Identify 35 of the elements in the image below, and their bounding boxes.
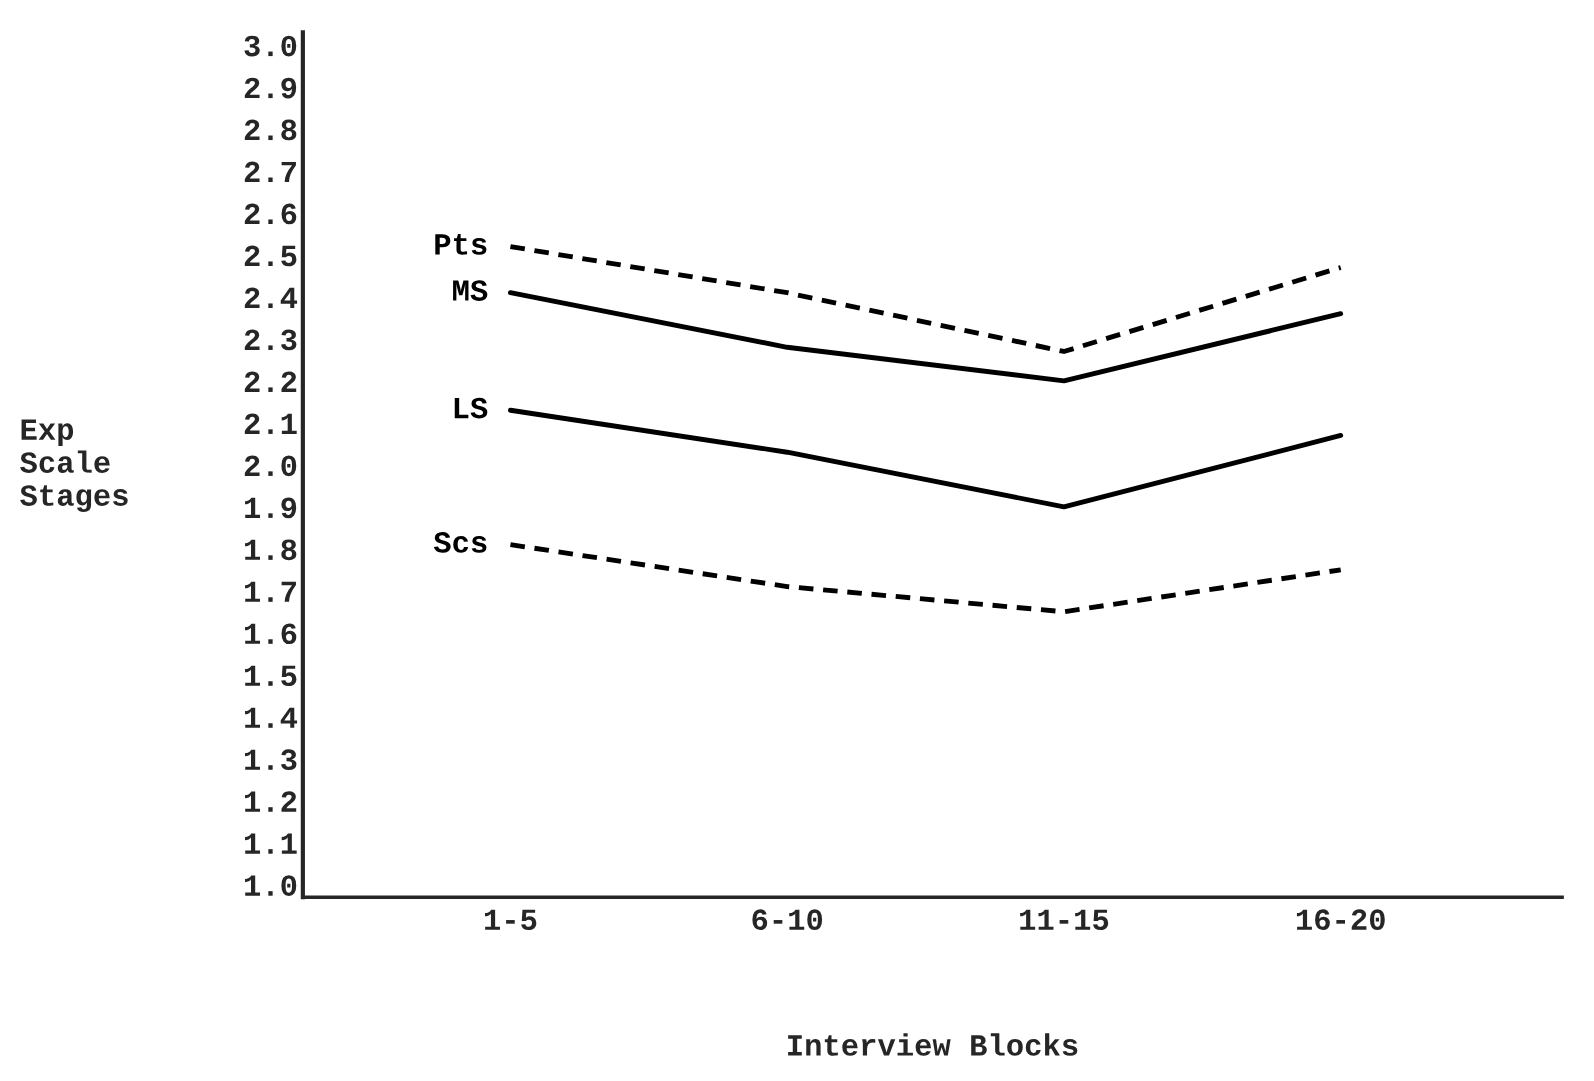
y-tick-label: 1.5: [245, 665, 297, 687]
y-tick-label: 1.8: [245, 539, 297, 561]
y-tick-label: 1.7: [245, 581, 296, 602]
x-axis-title: Interview Blocks: [788, 1033, 1078, 1056]
y-tick-label: 1.9: [245, 497, 297, 519]
y-tick-label: 1.6: [245, 623, 297, 645]
y-tick-label: 2.1: [244, 413, 297, 434]
y-tick-label: 2.0: [244, 455, 297, 477]
y-tick-label: 3.0: [244, 35, 297, 57]
y-tick-label: 2.3: [244, 329, 297, 351]
series-label: LS: [454, 397, 488, 419]
y-tick-label: 2.5: [244, 245, 297, 267]
y-tick-label: 2.8: [244, 119, 297, 141]
line-series: [508, 542, 1344, 615]
line-series: [508, 407, 1344, 510]
y-tick-label: 1.1: [245, 833, 297, 854]
y-tick-label: 2.4: [244, 287, 298, 308]
y-tick-label: 1.4: [245, 707, 298, 728]
line-series: [508, 244, 1344, 354]
y-tick-label: 2.6: [244, 203, 297, 225]
y-tick-label: 2.9: [244, 77, 297, 99]
series-label: MS: [453, 280, 488, 301]
x-tick-label: 6-10: [752, 909, 823, 931]
y-tick-label: 2.2: [244, 371, 297, 392]
x-tick-label: 11-15: [1020, 909, 1109, 931]
line-series: [508, 290, 1344, 384]
y-axis-title: Exp Scale Stages: [20, 419, 128, 513]
y-tick-label: 2.7: [244, 161, 296, 183]
y-tick-label: 1.3: [245, 749, 297, 771]
series-label: Scs: [433, 532, 487, 553]
x-tick-label: 16-20: [1296, 909, 1385, 931]
series-label: Pts: [435, 234, 487, 255]
x-tick-label: 1-5: [484, 909, 537, 931]
y-tick-label: 1.0: [245, 875, 297, 897]
y-tick-label: 1.2: [245, 791, 297, 812]
